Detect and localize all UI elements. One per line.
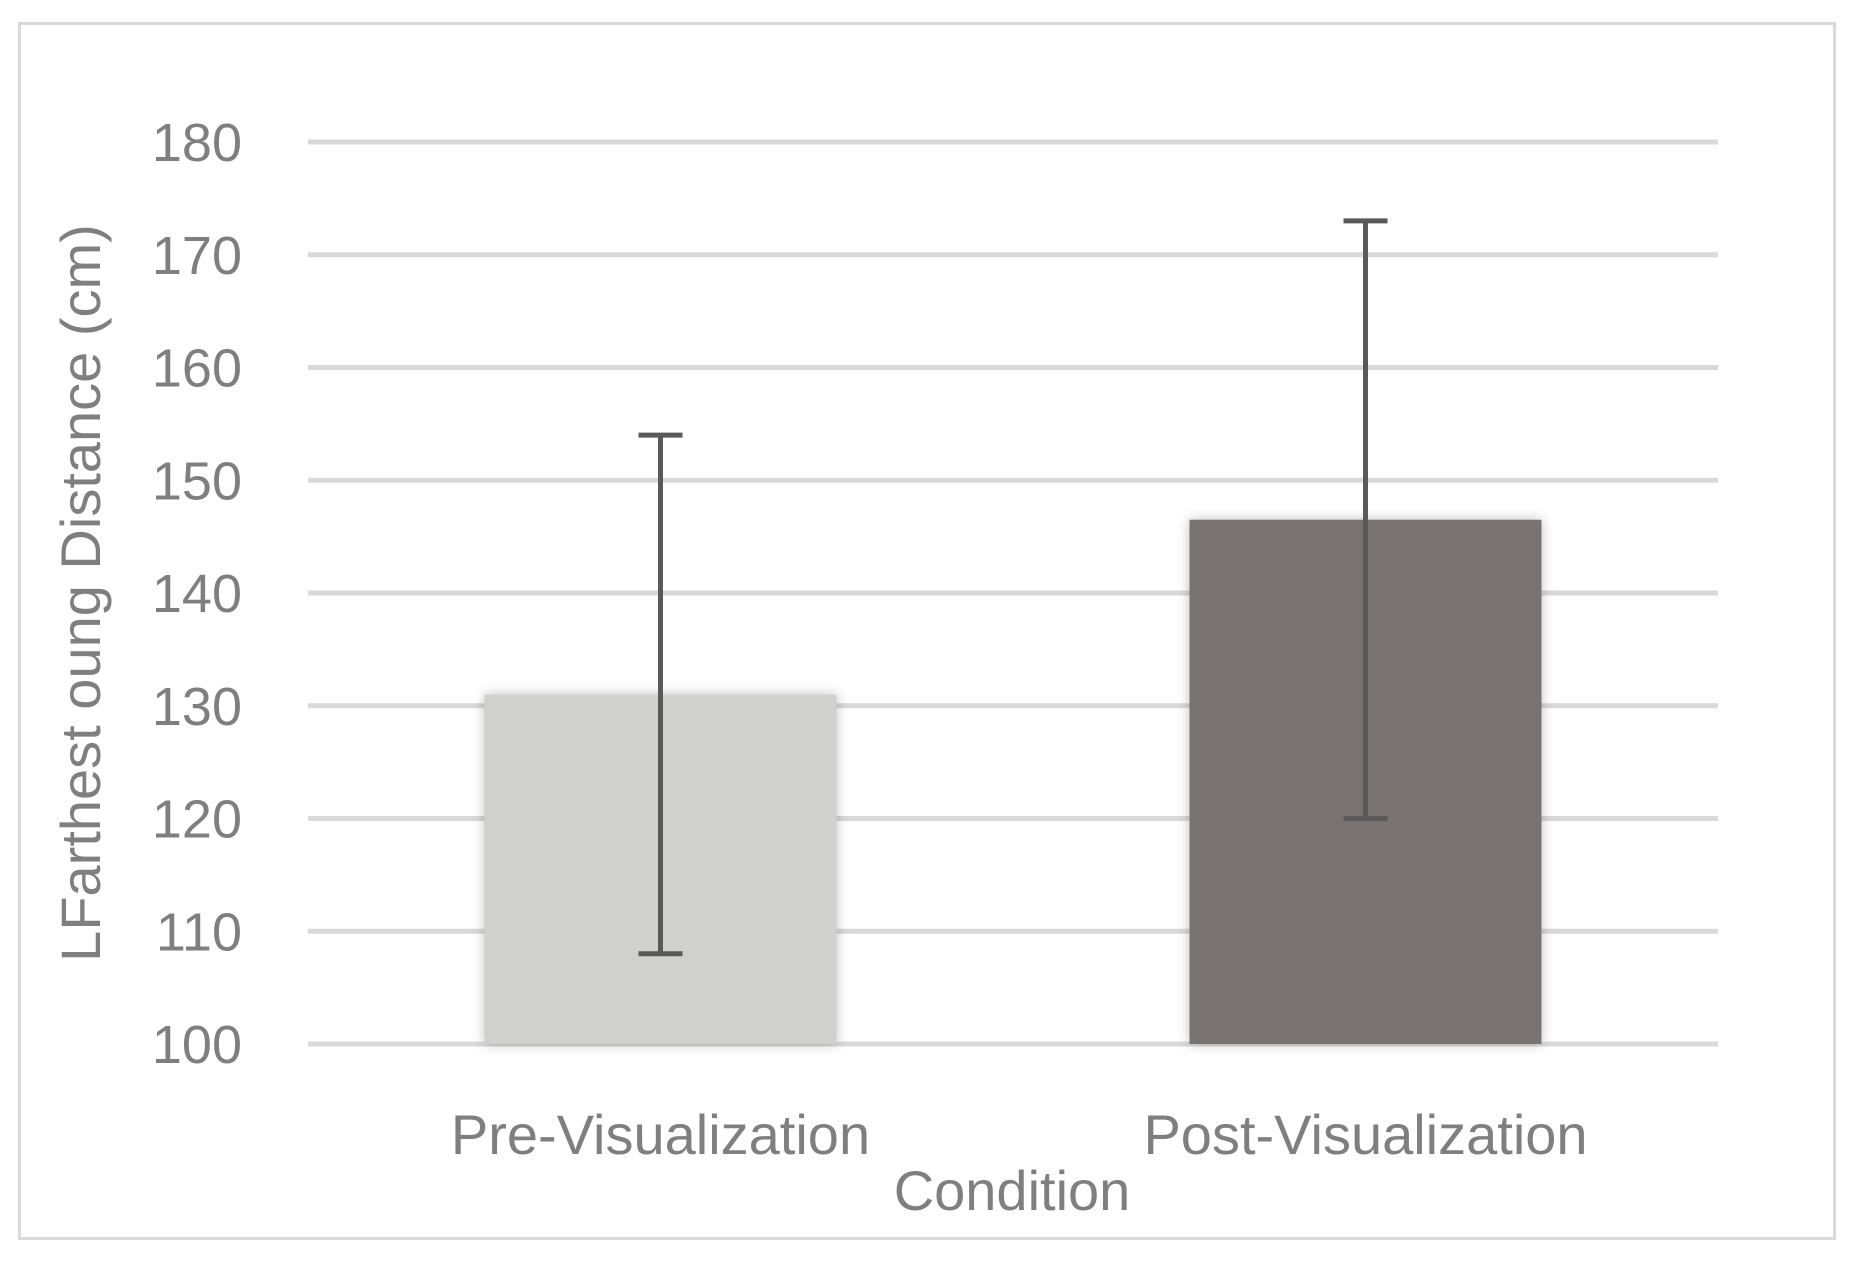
y-tick-label: 110 (156, 902, 242, 962)
x-axis-labels: Pre-Visualization Post-Visualization (451, 1103, 1588, 1166)
y-tick-label: 130 (152, 677, 242, 737)
error-bar-pre-visualization (638, 432, 683, 957)
y-tick-label: 180 (152, 113, 242, 173)
y-tick-label: 160 (152, 339, 242, 399)
x-axis-title: Condition (894, 1159, 1131, 1222)
y-axis-ticks: 100 110 120 130 140 150 160 170 180 (152, 113, 242, 1075)
y-tick-label: 120 (152, 790, 242, 850)
x-category-label: Pre-Visualization (451, 1103, 870, 1166)
y-tick-label: 150 (152, 451, 242, 511)
y-tick-label: 140 (152, 564, 242, 624)
x-category-label: Post-Visualization (1143, 1103, 1587, 1166)
error-bars (638, 218, 1388, 957)
error-bar-post-visualization (1343, 218, 1388, 821)
y-tick-label: 100 (152, 1015, 242, 1075)
y-axis-title: LFarthest oung Distance (cm) (49, 224, 112, 962)
y-tick-label: 170 (152, 226, 242, 286)
bars (484, 519, 1542, 1044)
